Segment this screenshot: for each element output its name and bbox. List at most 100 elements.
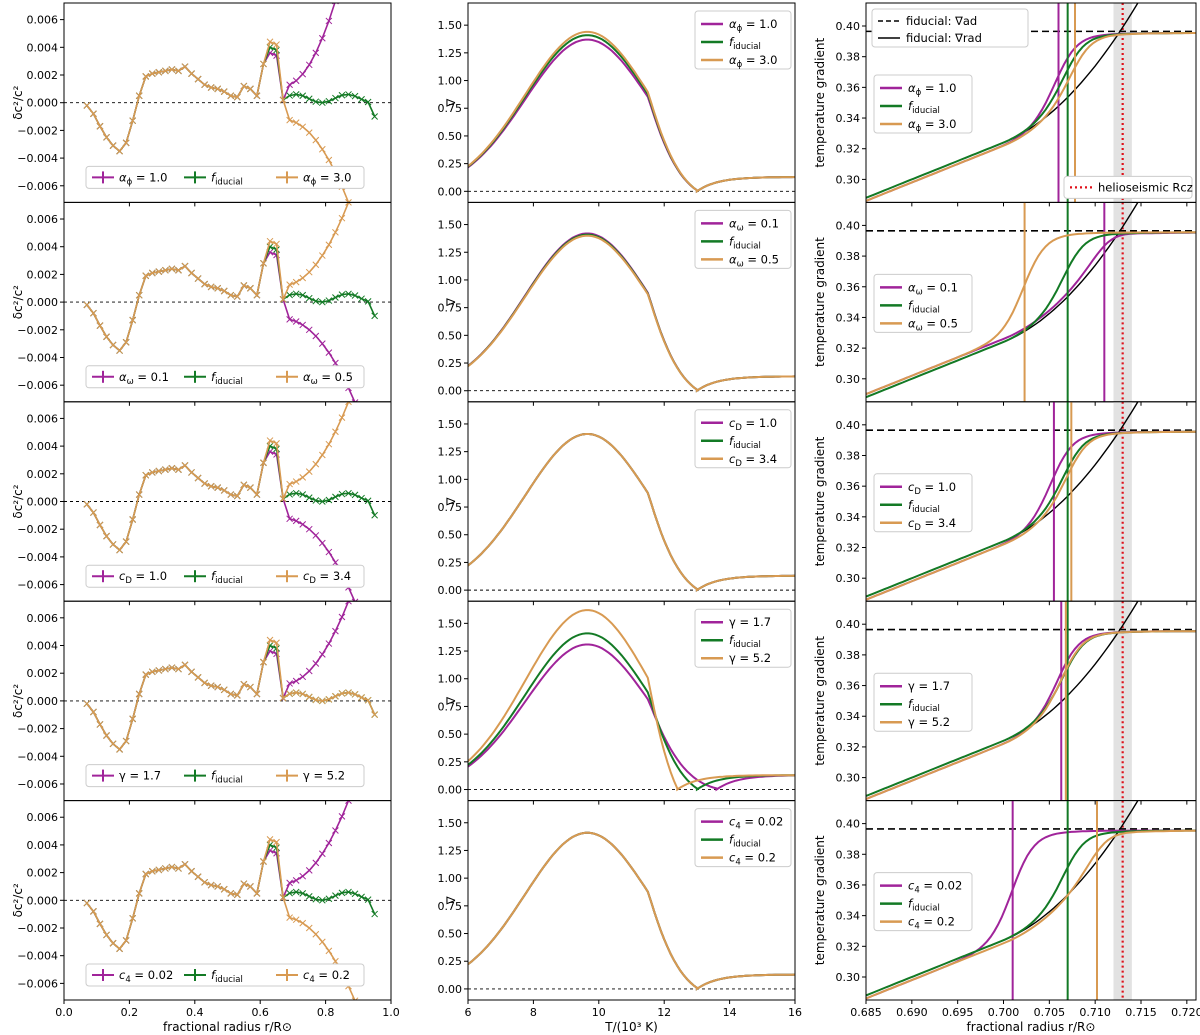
y-tick-label: −0.004 [17,551,58,564]
plot-area [64,3,391,285]
series-line-purple [86,251,356,402]
y-tick-label: 1.00 [438,75,463,88]
data-point [351,890,359,898]
series-line-green [86,843,376,950]
data-point [286,879,293,887]
data-point [345,601,352,605]
data-point [371,113,379,120]
y-tick-label: 0.50 [438,329,463,342]
data-point [325,947,333,955]
data-point [233,293,241,300]
y-tick-label: −0.006 [17,778,58,791]
legend-box [694,409,792,469]
data-point [286,81,293,89]
legend-label: αω = 0.5 [303,370,353,387]
data-point [279,295,287,303]
data-point [103,931,110,939]
data-point [201,679,208,687]
data-point [103,532,110,540]
data-point [365,257,371,263]
data-point [358,893,365,901]
helioseismic-band [1113,800,1132,1000]
data-point [299,291,307,299]
y-tick-label: 0.40 [836,20,861,33]
plot-area [468,831,795,991]
data-point [273,41,280,48]
legend-label: fiducial [908,697,940,714]
legend-box [873,672,973,732]
data-point [83,500,91,508]
legend-label: fiducial [908,298,940,315]
series-line-orange [468,609,795,792]
data-point [292,877,300,884]
data-point [220,287,228,295]
y-tick-label: 0.006 [27,213,59,226]
y-tick-label: 0.30 [836,971,861,984]
data-point [214,484,222,492]
data-point [372,279,378,285]
data-point [325,349,333,356]
y-tick-label: 0.32 [836,342,861,355]
data-point [332,692,339,700]
plot-area [866,401,1196,602]
data-point [305,294,313,302]
legend-label: c4 = 0.2 [908,915,955,932]
data-point [325,241,333,249]
data-point [122,338,130,346]
legend-box [873,273,973,333]
data-point [103,133,110,141]
data-point [181,63,189,71]
data-point [168,265,176,273]
data-point [286,914,293,921]
data-point [194,674,202,681]
legend-label: fiducial [729,833,761,850]
x-tick-label: 0.695 [942,1006,974,1019]
data-point [299,673,307,681]
x-tick-label: 0.6 [251,1006,269,1019]
data-point [96,920,104,928]
y-tick-label: 0.38 [836,649,861,662]
data-point [312,859,320,867]
y-tick-label: 0.25 [438,556,463,569]
y-tick-label: 1.50 [438,418,463,431]
y-tick-label: −0.004 [17,351,58,364]
data-point [318,340,326,347]
legend-label: γ = 5.2 [303,769,345,783]
data-point [273,639,280,647]
data-point [312,895,320,903]
y-tick-label: 0.36 [836,879,861,892]
y-axis-label: temperature gradient [813,835,827,965]
series-line-orange [468,831,795,991]
data-point [253,92,261,100]
data-point [220,885,228,893]
legend-label: αω = 0.1 [729,216,779,233]
y-tick-label: 1.25 [438,844,463,857]
data-point [338,889,346,897]
data-point [122,139,130,147]
y-tick-label: −0.006 [17,379,58,392]
data-point [312,261,320,269]
y-axis-label: δc²/c² [11,684,25,718]
data-point [365,341,371,347]
data-point [338,613,346,621]
data-point [325,496,333,504]
data-point [253,890,261,897]
data-point [286,690,293,698]
y-tick-label: −0.002 [17,124,58,137]
y-tick-label: 0.00 [438,185,463,198]
legend-label: αω = 0.5 [729,252,779,269]
data-point [299,690,307,698]
y-tick-label: 0.000 [27,97,59,110]
y-tick-label: 0.25 [438,756,463,769]
data-point [83,301,91,309]
legend-label: γ = 1.7 [908,679,950,693]
data-point [351,491,359,499]
data-point [188,469,195,476]
y-tick-label: 0.002 [27,468,59,481]
data-point [372,651,378,657]
plot-area [468,232,795,393]
data-point [299,919,307,927]
data-point [240,282,248,289]
data-point [365,142,371,148]
data-point [109,541,117,548]
